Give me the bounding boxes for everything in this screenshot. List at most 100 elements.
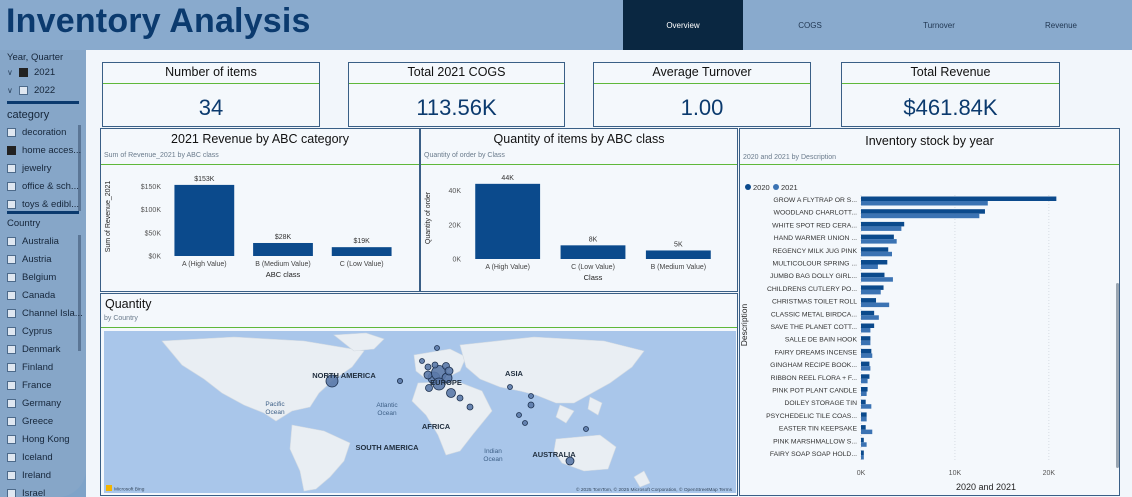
country-scrollbar[interactable]	[78, 235, 81, 351]
map-bubble[interactable]	[527, 401, 535, 409]
checkbox-2022[interactable]	[19, 86, 28, 95]
map-bubble[interactable]	[419, 358, 425, 364]
bar-2021[interactable]	[861, 264, 878, 270]
country-option[interactable]: Iceland	[7, 452, 53, 463]
map-bubble[interactable]	[444, 366, 454, 376]
bar-2020[interactable]	[861, 425, 866, 430]
map-bubble[interactable]	[424, 363, 432, 371]
bar-2020[interactable]	[861, 272, 885, 278]
bar-2021[interactable]	[861, 289, 881, 295]
bar-2021[interactable]	[861, 213, 980, 219]
bar-2020[interactable]	[861, 336, 871, 341]
checkbox[interactable]	[7, 255, 16, 264]
country-option[interactable]: Hong Kong	[7, 434, 70, 445]
category-option[interactable]: toys & edibl...	[7, 199, 79, 210]
tab-revenue[interactable]: Revenue	[1044, 20, 1078, 30]
inventory-stock-visual[interactable]: Inventory stock by year 2020 and 2021 by…	[739, 128, 1120, 496]
checkbox[interactable]	[7, 309, 16, 318]
map-bubble[interactable]	[325, 374, 339, 388]
bar-2020[interactable]	[861, 374, 870, 379]
map-bubble[interactable]	[396, 378, 403, 385]
country-option[interactable]: Denmark	[7, 344, 61, 355]
bar-2021[interactable]	[861, 340, 871, 346]
checkbox[interactable]	[7, 146, 16, 155]
bar-2020[interactable]	[861, 298, 877, 303]
country-option[interactable]: Israel	[7, 488, 45, 497]
bar-2020[interactable]	[861, 348, 872, 354]
bar-2020[interactable]	[861, 260, 888, 265]
country-option[interactable]: Channel Isla...	[7, 308, 83, 319]
country-option[interactable]: Finland	[7, 362, 53, 373]
checkbox[interactable]	[7, 291, 16, 300]
bar-2020[interactable]	[861, 323, 875, 329]
map-bubble[interactable]	[466, 403, 474, 411]
map-bubble[interactable]	[565, 456, 575, 466]
bar-2021[interactable]	[861, 239, 897, 244]
bar-2021[interactable]	[861, 455, 864, 460]
category-option[interactable]: decoration	[7, 127, 66, 138]
map-bubble[interactable]	[446, 388, 456, 398]
quantity-by-abc-visual[interactable]: Quantity of items by ABC class Quantity …	[420, 128, 738, 292]
year-2022-option[interactable]: ∨ 2022	[7, 85, 55, 96]
bar-2020[interactable]	[861, 412, 867, 417]
map-bubble[interactable]	[432, 377, 446, 391]
bar[interactable]	[331, 247, 392, 256]
world-map[interactable]: NORTH AMERICA EUROPE ASIA AFRICA SOUTH AMERI…	[104, 331, 736, 493]
chart-scrollbar[interactable]	[1116, 283, 1119, 468]
bar-2021[interactable]	[861, 429, 873, 435]
checkbox[interactable]	[7, 200, 16, 209]
bar-2021[interactable]	[861, 404, 872, 409]
map-bubble[interactable]	[425, 384, 433, 392]
bar-2021[interactable]	[861, 277, 893, 282]
bar-2020[interactable]	[861, 387, 868, 392]
bar-2020[interactable]	[861, 221, 905, 227]
bar-2021[interactable]	[861, 378, 868, 384]
country-option[interactable]: Greece	[7, 416, 53, 427]
map-bubble[interactable]	[431, 361, 439, 369]
bar-2021[interactable]	[861, 226, 902, 231]
bar-2021[interactable]	[861, 366, 871, 371]
bar-2020[interactable]	[861, 209, 985, 214]
revenue-by-abc-visual[interactable]: 2021 Revenue by ABC category Sum of Reve…	[100, 128, 420, 292]
country-option[interactable]: Canada	[7, 290, 55, 301]
bar-2020[interactable]	[861, 247, 889, 252]
map-bubble[interactable]	[507, 384, 513, 390]
country-option[interactable]: Australia	[7, 236, 59, 247]
checkbox[interactable]	[7, 399, 16, 408]
bar-2021[interactable]	[861, 251, 892, 257]
bar-2020[interactable]	[861, 196, 1057, 202]
bar[interactable]	[253, 242, 313, 256]
chevron-down-icon[interactable]: ∨	[7, 86, 13, 95]
bar[interactable]	[174, 184, 235, 256]
checkbox[interactable]	[7, 237, 16, 246]
bar-2020[interactable]	[861, 437, 864, 443]
country-option[interactable]: Belgium	[7, 272, 56, 283]
bar-2020[interactable]	[861, 361, 870, 367]
checkbox[interactable]	[7, 345, 16, 354]
bar-2020[interactable]	[861, 399, 866, 405]
checkbox[interactable]	[7, 273, 16, 282]
country-option[interactable]: France	[7, 380, 52, 391]
bar-2020[interactable]	[861, 234, 894, 240]
checkbox[interactable]	[7, 327, 16, 336]
checkbox[interactable]	[7, 453, 16, 462]
bar[interactable]	[475, 183, 541, 259]
bar[interactable]	[560, 245, 626, 259]
category-scrollbar[interactable]	[78, 125, 81, 211]
map-bubble[interactable]	[434, 345, 440, 351]
map-bubble[interactable]	[516, 412, 522, 418]
category-option[interactable]: home acces...	[7, 145, 81, 156]
bar-2020[interactable]	[861, 285, 884, 290]
bar-2021[interactable]	[861, 201, 988, 206]
bar-2021[interactable]	[861, 302, 890, 308]
bar-2021[interactable]	[861, 353, 873, 358]
category-option[interactable]: office & sch...	[7, 181, 79, 192]
bar-2020[interactable]	[861, 310, 875, 316]
checkbox[interactable]	[7, 182, 16, 191]
country-option[interactable]: Germany	[7, 398, 61, 409]
bar-2021[interactable]	[861, 416, 867, 422]
chevron-down-icon[interactable]: ∨	[7, 68, 13, 77]
checkbox[interactable]	[7, 164, 16, 173]
checkbox[interactable]	[7, 435, 16, 444]
year-2021-option[interactable]: ∨ 2021	[7, 67, 55, 78]
